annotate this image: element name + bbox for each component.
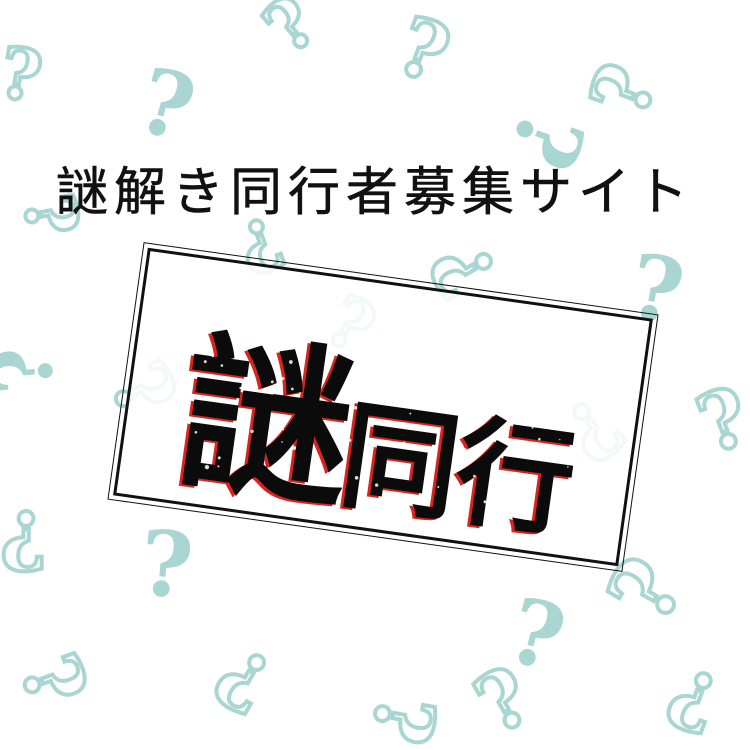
question-mark-icon: ? xyxy=(569,50,677,130)
question-mark-icon: ? xyxy=(135,509,198,621)
question-mark-icon: ? xyxy=(198,626,290,735)
logo-char-nazo: 謎 xyxy=(168,313,359,532)
question-mark-icon: ? xyxy=(0,28,50,121)
question-mark-icon: ? xyxy=(683,366,750,474)
question-mark-icon: ? xyxy=(383,0,463,104)
question-mark-icon: ? xyxy=(127,46,206,164)
question-mark-icon: ? xyxy=(0,640,108,720)
site-headline: 謎解き同行者募集サイト xyxy=(55,163,694,224)
question-mark-icon: ? xyxy=(653,646,733,750)
question-mark-icon: ? xyxy=(0,491,49,589)
question-mark-icon: ? xyxy=(351,687,456,750)
question-mark-icon: ? xyxy=(246,0,335,72)
logo-chars-doko: 同行 xyxy=(332,385,582,555)
question-mark-icon: ? xyxy=(0,342,73,398)
